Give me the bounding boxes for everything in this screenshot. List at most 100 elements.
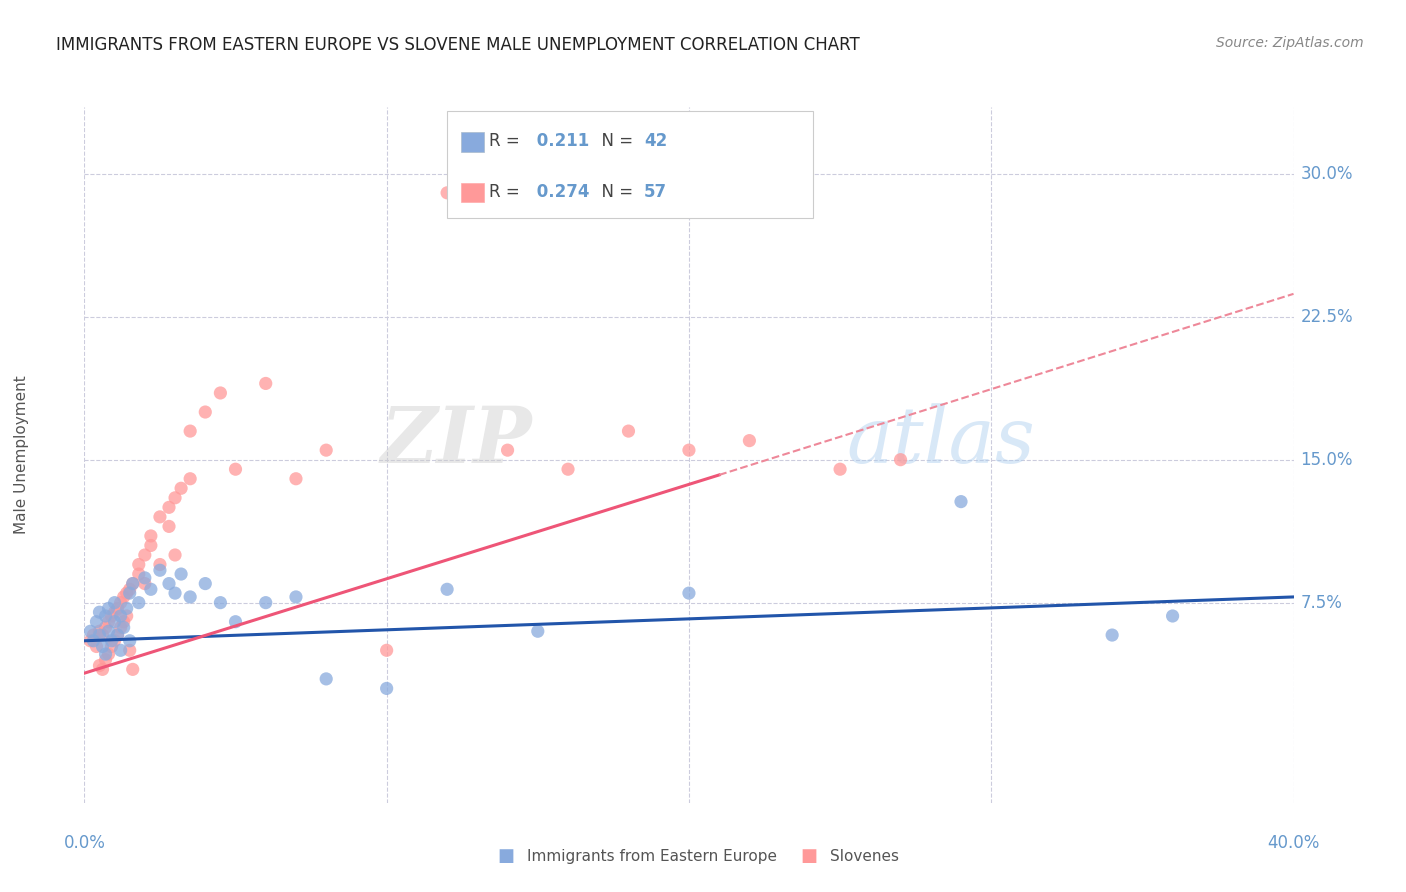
Point bbox=[375, 681, 398, 696]
Point bbox=[118, 582, 141, 597]
Point bbox=[118, 643, 141, 657]
Point bbox=[225, 462, 247, 476]
Point bbox=[209, 386, 232, 401]
Point bbox=[139, 529, 162, 543]
Point bbox=[163, 548, 186, 562]
Text: N =: N = bbox=[591, 132, 638, 150]
Point bbox=[89, 605, 111, 619]
Text: R =: R = bbox=[489, 132, 526, 150]
Text: ■: ■ bbox=[800, 847, 817, 865]
Point bbox=[107, 628, 129, 642]
Point bbox=[128, 558, 150, 572]
Point bbox=[179, 590, 201, 604]
Point bbox=[1101, 628, 1123, 642]
Point bbox=[526, 624, 548, 639]
Point bbox=[157, 500, 180, 515]
Point bbox=[112, 615, 135, 629]
Point bbox=[375, 643, 398, 657]
Point bbox=[94, 609, 117, 624]
Text: ZIP: ZIP bbox=[380, 403, 531, 479]
Point bbox=[107, 628, 129, 642]
Point bbox=[134, 576, 156, 591]
Point bbox=[104, 633, 127, 648]
Point bbox=[134, 571, 156, 585]
Point bbox=[82, 628, 104, 642]
Point bbox=[436, 186, 458, 200]
Point bbox=[94, 620, 117, 634]
Point bbox=[118, 633, 141, 648]
Text: Source: ZipAtlas.com: Source: ZipAtlas.com bbox=[1216, 36, 1364, 50]
Point bbox=[209, 596, 232, 610]
Point bbox=[104, 615, 127, 629]
Point bbox=[115, 609, 138, 624]
Point bbox=[107, 601, 129, 615]
Point bbox=[149, 563, 172, 577]
Point bbox=[110, 609, 132, 624]
Point bbox=[163, 491, 186, 505]
Point bbox=[118, 586, 141, 600]
Point bbox=[678, 586, 700, 600]
Point bbox=[315, 443, 337, 458]
Point bbox=[110, 643, 132, 657]
Point bbox=[97, 647, 120, 661]
Text: 0.0%: 0.0% bbox=[63, 834, 105, 852]
Point bbox=[94, 653, 117, 667]
Text: 0.274: 0.274 bbox=[531, 183, 591, 201]
Point bbox=[284, 472, 308, 486]
Point bbox=[89, 628, 111, 642]
Point bbox=[100, 609, 122, 624]
Point bbox=[86, 640, 108, 654]
Point bbox=[110, 620, 132, 634]
Text: IMMIGRANTS FROM EASTERN EUROPE VS SLOVENE MALE UNEMPLOYMENT CORRELATION CHART: IMMIGRANTS FROM EASTERN EUROPE VS SLOVEN… bbox=[56, 36, 860, 54]
Point bbox=[254, 376, 277, 391]
Point bbox=[149, 509, 172, 524]
Text: 0.211: 0.211 bbox=[531, 132, 589, 150]
Point bbox=[678, 443, 700, 458]
Text: N =: N = bbox=[591, 183, 638, 201]
Point bbox=[91, 662, 114, 676]
Text: 40.0%: 40.0% bbox=[1267, 834, 1320, 852]
Point bbox=[225, 615, 247, 629]
Point bbox=[163, 586, 186, 600]
Point bbox=[738, 434, 761, 448]
Point bbox=[557, 462, 579, 476]
Text: 7.5%: 7.5% bbox=[1301, 594, 1343, 612]
Point bbox=[115, 586, 138, 600]
Point bbox=[254, 596, 277, 610]
Point bbox=[89, 624, 111, 639]
Point bbox=[830, 462, 852, 476]
Point bbox=[950, 494, 973, 508]
Point bbox=[89, 658, 111, 673]
Point bbox=[110, 596, 132, 610]
Text: Immigrants from Eastern Europe: Immigrants from Eastern Europe bbox=[527, 849, 778, 863]
Point bbox=[91, 628, 114, 642]
Point bbox=[496, 443, 519, 458]
Point bbox=[139, 582, 162, 597]
Point bbox=[170, 567, 193, 582]
Text: 15.0%: 15.0% bbox=[1301, 450, 1353, 468]
Point bbox=[890, 452, 912, 467]
Point bbox=[194, 405, 217, 419]
Text: Male Unemployment: Male Unemployment bbox=[14, 376, 28, 534]
Point bbox=[79, 633, 101, 648]
Text: 42: 42 bbox=[644, 132, 668, 150]
Point bbox=[134, 548, 156, 562]
Text: ■: ■ bbox=[498, 847, 515, 865]
Point bbox=[179, 472, 201, 486]
Point bbox=[617, 424, 640, 438]
Point bbox=[284, 590, 308, 604]
Point bbox=[128, 567, 150, 582]
Point bbox=[79, 624, 101, 639]
Point bbox=[1161, 609, 1184, 624]
Point bbox=[86, 615, 108, 629]
Point bbox=[100, 633, 122, 648]
Point bbox=[97, 624, 120, 639]
Point bbox=[121, 576, 143, 591]
Text: 22.5%: 22.5% bbox=[1301, 308, 1353, 326]
Point bbox=[112, 590, 135, 604]
Point bbox=[157, 519, 180, 533]
Point bbox=[128, 596, 150, 610]
Point bbox=[94, 647, 117, 661]
Point bbox=[82, 633, 104, 648]
Point bbox=[315, 672, 337, 686]
